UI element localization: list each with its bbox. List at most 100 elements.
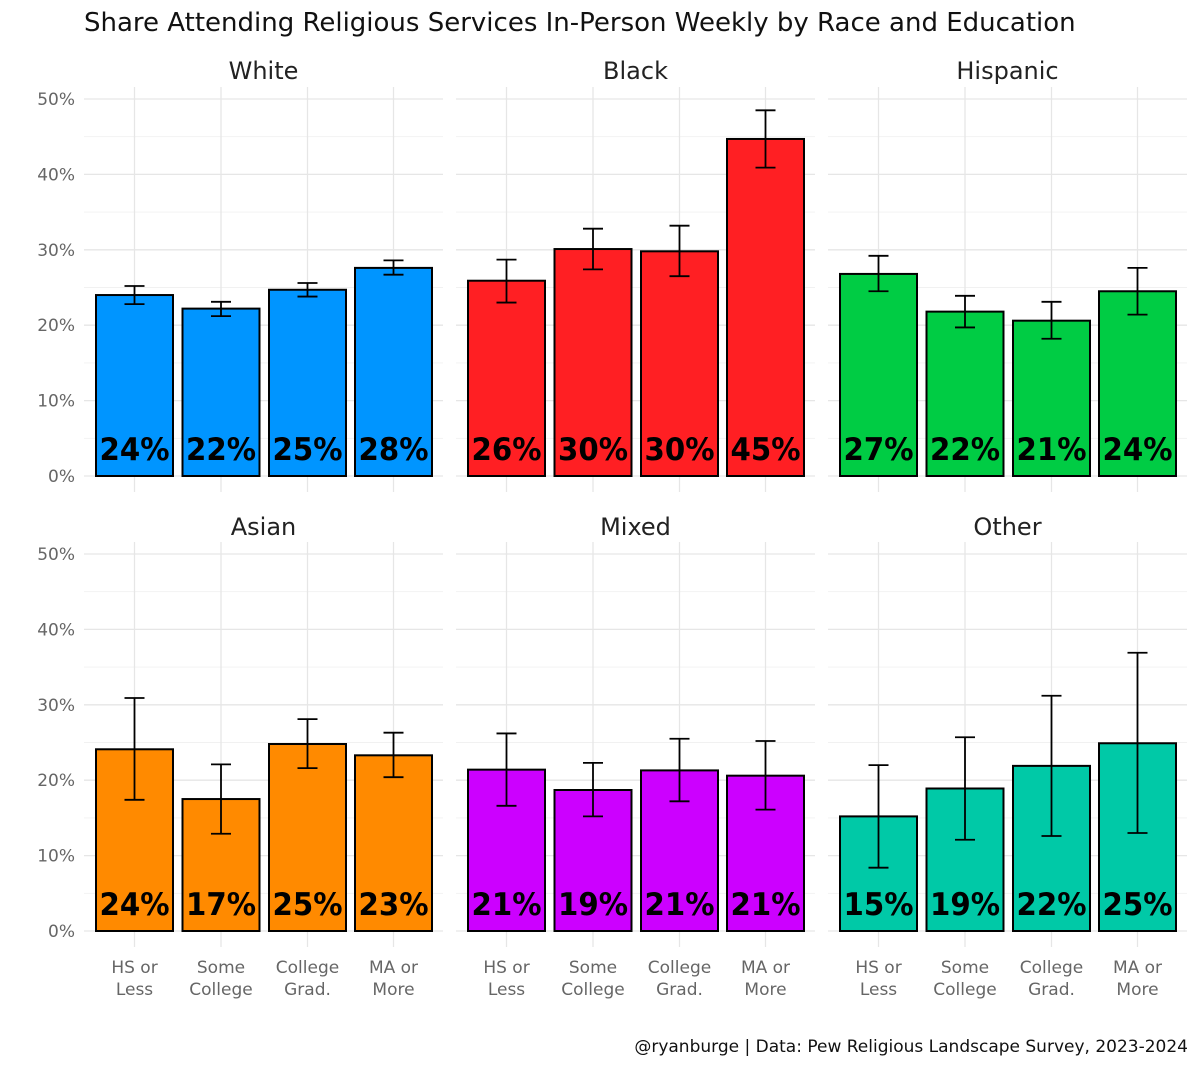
error-bar	[297, 718, 318, 770]
y-tick-label: 40%	[37, 165, 75, 185]
error-bar	[583, 227, 603, 271]
error-bar	[755, 740, 776, 811]
bar-data-label: 15%	[844, 887, 914, 923]
bar-hispanic-4	[1098, 290, 1177, 477]
x-tick-label: College	[933, 980, 996, 1000]
bar-data-label: 30%	[558, 432, 628, 468]
bar-data-label: 25%	[1103, 887, 1173, 923]
bar-data-label: 24%	[100, 887, 170, 923]
y-tick-label: 10%	[37, 847, 75, 867]
facet-title: Black	[603, 57, 668, 85]
error-bar	[955, 736, 975, 841]
facet-other: Other 15% 19% 22% 25%	[828, 513, 1187, 947]
y-tick-label: 30%	[37, 696, 75, 716]
x-tick-label: MA or	[741, 958, 790, 978]
error-bar	[868, 764, 889, 869]
x-tick-label: Less	[488, 980, 525, 1000]
facet-hispanic: Hispanic 27% 22% 21% 24%	[828, 57, 1187, 492]
bar-black-4	[726, 137, 805, 477]
y-tick-label: 0%	[48, 467, 75, 487]
facet-mixed: Mixed 21% 19% 21% 21%	[456, 513, 815, 947]
bar-data-label: 21%	[1017, 432, 1087, 468]
error-bar	[1041, 300, 1062, 340]
x-tick-label: Grad.	[284, 980, 331, 1000]
error-bar	[1127, 266, 1148, 316]
bar-data-label: 24%	[100, 432, 170, 468]
bar-data-label: 45%	[731, 432, 801, 468]
x-tick-label: MA or	[1113, 958, 1162, 978]
facet-title: Asian	[231, 513, 297, 541]
bar-data-label: 22%	[1017, 887, 1087, 923]
bar-black-3	[640, 250, 719, 477]
bar-data-label: 23%	[359, 887, 429, 923]
error-bar	[297, 282, 318, 298]
facet-title: White	[229, 57, 299, 85]
bar-other-3	[1012, 764, 1091, 933]
x-tick-label: Some	[197, 958, 245, 978]
y-tick-label: 50%	[37, 545, 75, 565]
bar-data-label: 27%	[844, 432, 914, 468]
x-tick-label: College	[276, 958, 339, 978]
error-bar	[496, 258, 517, 304]
facet-title: Mixed	[600, 513, 671, 541]
x-tick-label: College	[648, 958, 711, 978]
y-tick-label: 20%	[37, 771, 75, 791]
facet-asian: Asian 24% 17% 25% 23%	[84, 513, 443, 947]
error-bar	[669, 737, 690, 803]
x-tick-label: More	[372, 980, 414, 1000]
bar-data-label: 19%	[930, 887, 1000, 923]
chart-title: Share Attending Religious Services In-Pe…	[84, 8, 1076, 38]
bar-data-label: 21%	[731, 887, 801, 923]
x-tick-label: More	[1116, 980, 1158, 1000]
facet-title: Hispanic	[956, 57, 1058, 85]
bar-asian-4	[354, 754, 433, 932]
bar-data-label: 21%	[645, 887, 715, 923]
error-bar	[583, 761, 603, 818]
bar-hispanic-3	[1012, 319, 1091, 477]
y-tick-label: 40%	[37, 620, 75, 640]
error-bar	[211, 763, 231, 835]
x-tick-label: More	[744, 980, 786, 1000]
bar-white-1	[95, 294, 174, 478]
bar-data-label: 24%	[1103, 432, 1173, 468]
y-tick-label: 0%	[48, 922, 75, 942]
x-tick-label: College	[561, 980, 624, 1000]
x-tick-label: College	[189, 980, 252, 1000]
x-tick-label: MA or	[369, 958, 418, 978]
bar-data-label: 17%	[186, 887, 256, 923]
bar-asian-3	[268, 743, 347, 932]
x-tick-label: Grad.	[656, 980, 703, 1000]
error-bar	[124, 697, 145, 801]
y-axis: 0% 10% 20% 30% 40% 50%	[37, 545, 75, 942]
bar-data-label: 25%	[273, 432, 343, 468]
y-axis: 0% 10% 20% 30% 40% 50%	[37, 90, 75, 487]
bar-data-label: 26%	[472, 432, 542, 468]
x-tick-label: Grad.	[1028, 980, 1075, 1000]
x-tick-label: Some	[941, 958, 989, 978]
bar-data-label: 22%	[186, 432, 256, 468]
y-tick-label: 50%	[37, 90, 75, 110]
bar-hispanic-2	[925, 310, 1005, 477]
error-bar	[124, 285, 145, 305]
chart-caption: @ryanburge | Data: Pew Religious Landsca…	[634, 1037, 1188, 1057]
bar-data-label: 30%	[645, 432, 715, 468]
bar-black-1	[467, 279, 546, 477]
bar-data-label: 22%	[930, 432, 1000, 468]
x-tick-label: HS or	[483, 958, 529, 978]
error-bar	[955, 294, 975, 329]
bar-data-label: 25%	[273, 887, 343, 923]
error-bar	[1127, 651, 1148, 834]
facet-black: Black 26% 30% 30% 45%	[456, 57, 815, 492]
bar-data-label: 21%	[472, 887, 542, 923]
error-bar	[211, 300, 231, 318]
error-bar	[383, 259, 404, 276]
bar-data-label: 28%	[359, 432, 429, 468]
facet-title: Other	[973, 513, 1041, 541]
error-bar	[496, 732, 517, 807]
error-bar	[669, 224, 690, 278]
x-tick-label: Some	[569, 958, 617, 978]
